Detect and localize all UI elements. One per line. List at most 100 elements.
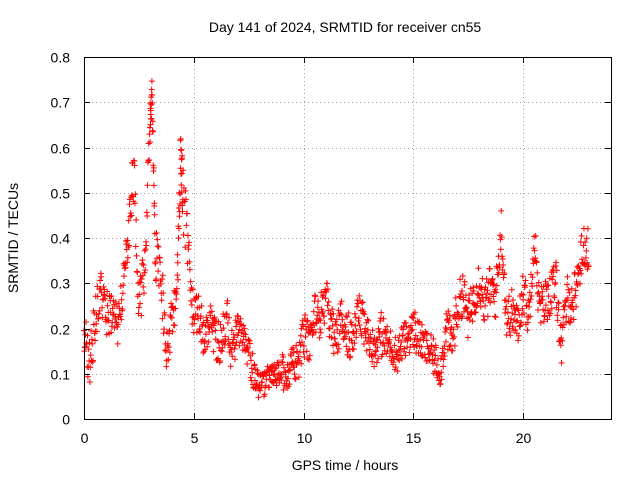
data-point xyxy=(144,182,151,189)
x-tick-label: 20 xyxy=(516,430,532,446)
data-point xyxy=(140,261,147,268)
data-point xyxy=(527,313,534,320)
data-point xyxy=(137,279,144,286)
data-point xyxy=(155,243,162,250)
data-point xyxy=(277,370,284,377)
data-point xyxy=(159,272,166,279)
data-point xyxy=(493,289,500,296)
data-point xyxy=(118,296,125,303)
data-point xyxy=(395,356,402,363)
data-point xyxy=(508,286,515,293)
data-point xyxy=(144,213,151,220)
data-point xyxy=(578,270,585,277)
data-point xyxy=(440,349,447,356)
data-point xyxy=(201,338,208,345)
data-point xyxy=(371,363,378,370)
data-point xyxy=(128,192,135,199)
data-point xyxy=(182,187,189,194)
data-point xyxy=(337,310,344,317)
data-point xyxy=(353,303,360,310)
data-point xyxy=(139,257,146,264)
data-point xyxy=(459,273,466,280)
data-point xyxy=(290,349,297,356)
data-point xyxy=(580,242,587,249)
data-point xyxy=(226,314,233,321)
data-point xyxy=(495,269,502,276)
data-point xyxy=(429,351,436,358)
data-point xyxy=(316,334,323,341)
data-point xyxy=(545,282,552,289)
data-point xyxy=(165,344,172,351)
data-point xyxy=(483,294,490,301)
data-point xyxy=(160,290,167,297)
data-point xyxy=(446,312,453,319)
data-point xyxy=(560,314,567,321)
data-point xyxy=(292,375,299,382)
data-point xyxy=(150,182,157,189)
data-point xyxy=(100,283,107,290)
data-point xyxy=(509,310,516,317)
data-point xyxy=(360,340,367,347)
data-point xyxy=(302,312,309,319)
data-point xyxy=(310,308,317,315)
data-point xyxy=(242,331,249,338)
data-point xyxy=(333,321,340,328)
data-point xyxy=(447,342,454,349)
data-point xyxy=(559,324,566,331)
data-point xyxy=(570,316,577,323)
data-point xyxy=(275,362,282,369)
data-point xyxy=(164,340,171,347)
data-point xyxy=(477,303,484,310)
data-point xyxy=(352,322,359,329)
data-point xyxy=(477,298,484,305)
data-point xyxy=(232,342,239,349)
data-point xyxy=(360,308,367,315)
data-point xyxy=(532,232,539,239)
data-point xyxy=(509,296,516,303)
data-point xyxy=(490,281,497,288)
data-point xyxy=(186,258,193,265)
data-point xyxy=(162,348,169,355)
data-point xyxy=(474,300,481,307)
data-point xyxy=(522,282,529,289)
data-point xyxy=(364,316,371,323)
data-point xyxy=(244,360,251,367)
x-axis-label: GPS time / hours xyxy=(292,457,399,473)
data-point xyxy=(85,346,92,353)
data-point xyxy=(350,346,357,353)
data-point xyxy=(154,236,161,243)
data-point xyxy=(465,297,472,304)
data-point xyxy=(351,340,358,347)
data-point xyxy=(351,310,358,317)
data-point xyxy=(147,107,154,114)
data-point xyxy=(540,318,547,325)
data-point xyxy=(236,342,243,349)
data-point xyxy=(567,319,574,326)
data-point xyxy=(347,353,354,360)
data-point xyxy=(352,314,359,321)
data-point xyxy=(573,303,580,310)
data-point xyxy=(233,339,240,346)
data-point xyxy=(497,236,504,243)
data-point xyxy=(528,292,535,299)
data-point xyxy=(497,246,504,253)
data-point xyxy=(278,377,285,384)
data-point xyxy=(441,343,448,350)
data-point xyxy=(449,347,456,354)
data-point xyxy=(365,317,372,324)
data-point xyxy=(484,287,491,294)
data-point xyxy=(373,337,380,344)
data-point xyxy=(563,313,570,320)
data-point xyxy=(325,298,332,305)
data-point xyxy=(490,293,497,300)
data-point xyxy=(151,200,158,207)
data-point xyxy=(191,316,198,323)
data-point xyxy=(475,290,482,297)
data-point xyxy=(300,348,307,355)
data-point xyxy=(112,313,119,320)
data-point xyxy=(337,300,344,307)
data-point xyxy=(98,273,105,280)
data-point xyxy=(286,381,293,388)
data-point xyxy=(329,322,336,329)
data-point xyxy=(280,353,287,360)
